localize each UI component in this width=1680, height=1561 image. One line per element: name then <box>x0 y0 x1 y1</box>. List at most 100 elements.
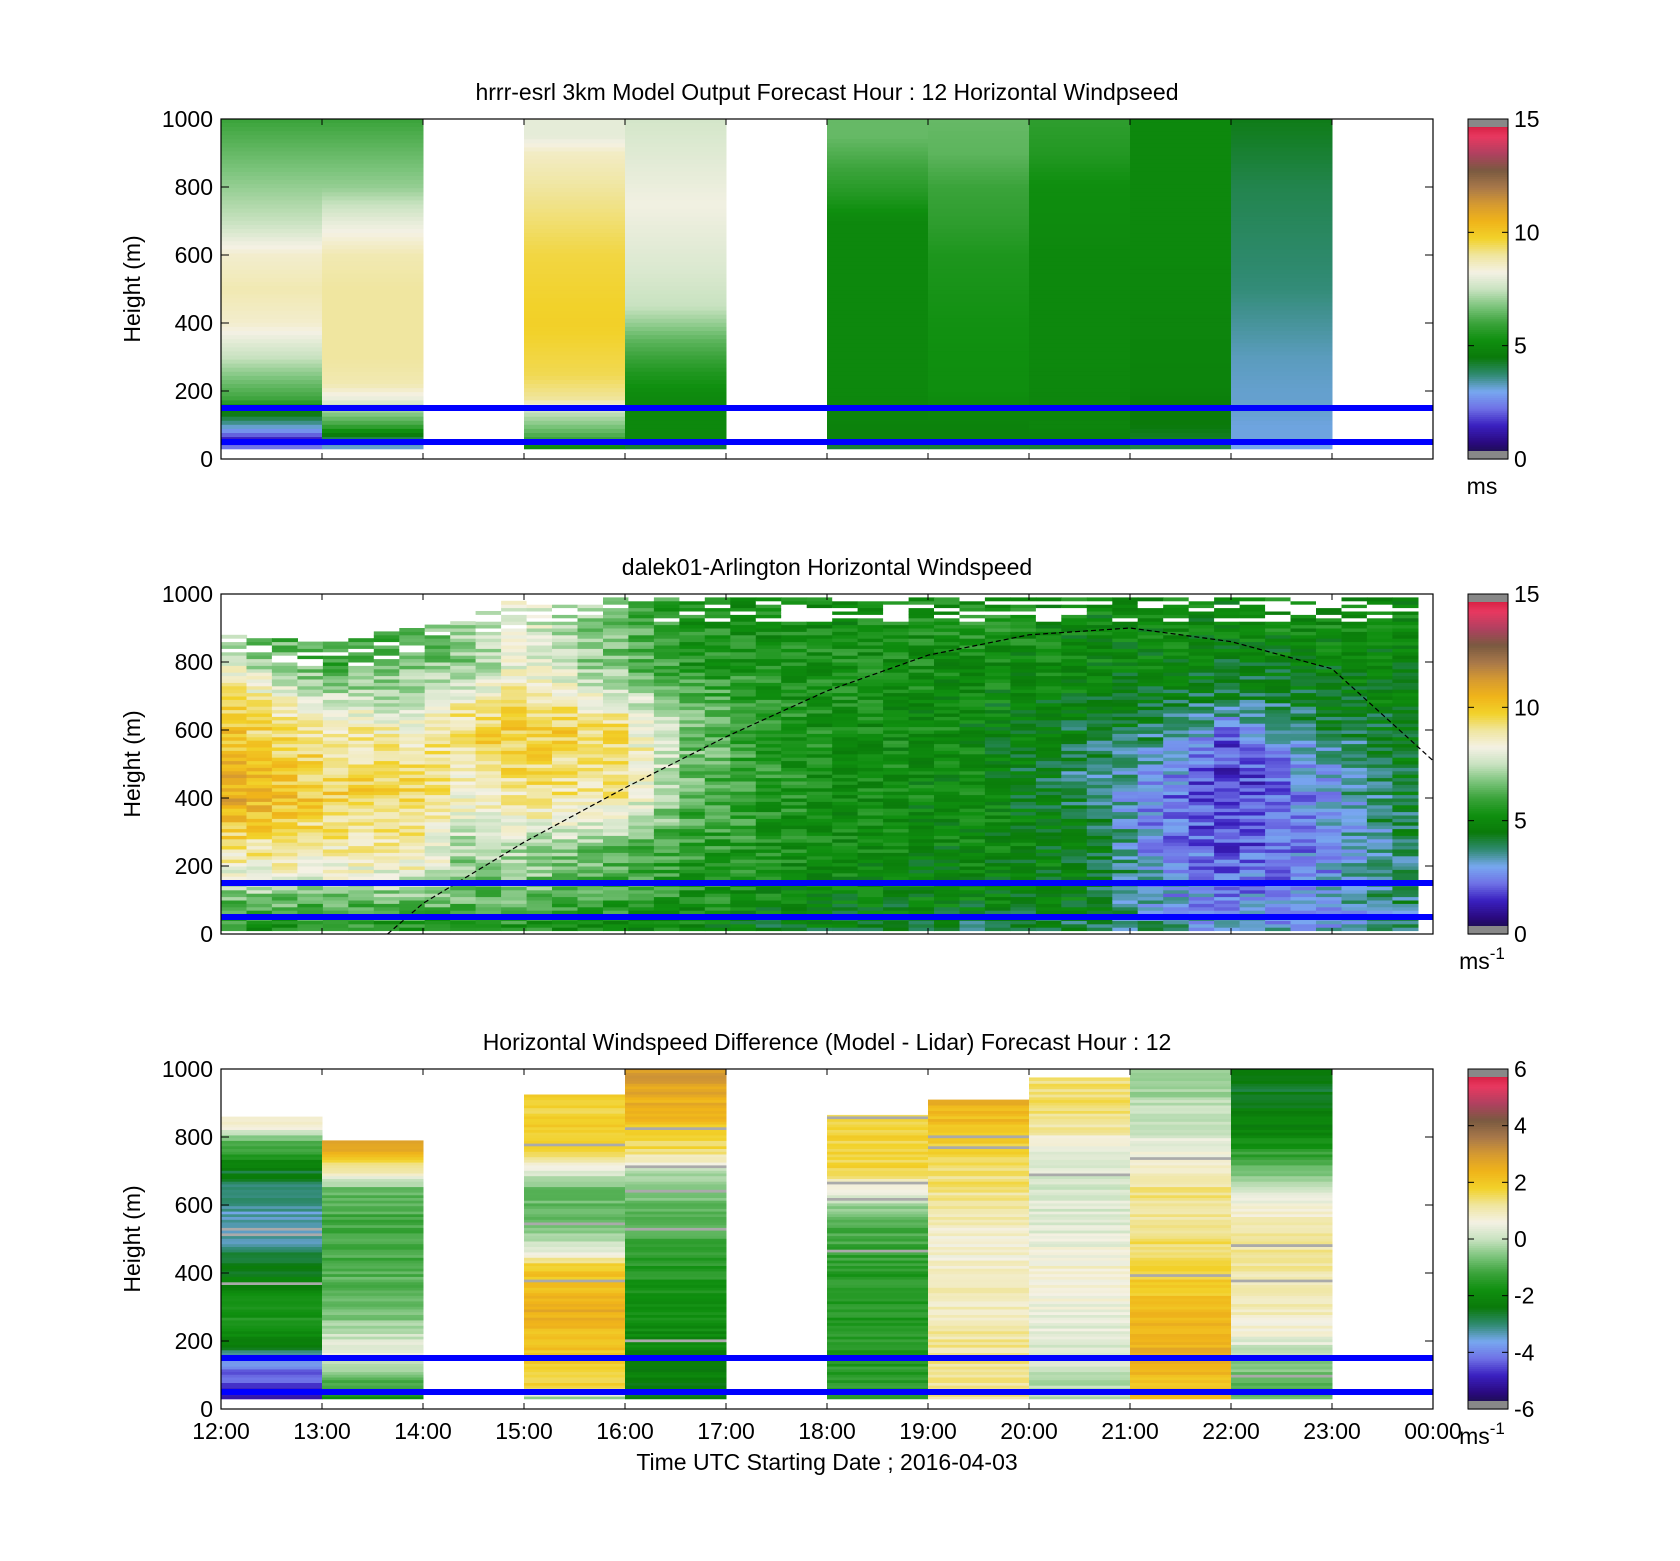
heatmap-cell <box>552 801 579 806</box>
heatmap-cell <box>934 910 961 915</box>
heatmap-cell <box>322 253 424 258</box>
heatmap-cell <box>424 706 451 711</box>
heatmap-cell <box>322 777 349 782</box>
heatmap-cell <box>625 195 727 201</box>
heatmap-cell <box>348 747 375 751</box>
heatmap-cell <box>704 641 731 646</box>
heatmap-cell <box>1029 350 1131 356</box>
heatmap-cell <box>1061 889 1088 894</box>
heatmap-cell <box>730 696 757 700</box>
heatmap-cell <box>908 685 935 690</box>
heatmap-cell <box>221 638 248 643</box>
heatmap-cell <box>450 662 477 666</box>
heatmap-cell <box>552 886 579 891</box>
heatmap-cell <box>908 726 935 731</box>
heatmap-cell <box>348 842 375 847</box>
heatmap-cell <box>1265 798 1292 802</box>
heatmap-cell <box>524 391 626 397</box>
heatmap-cell <box>526 699 553 704</box>
heatmap-cell <box>348 651 375 656</box>
heatmap-cell <box>1130 224 1232 229</box>
heatmap-cell <box>959 631 986 636</box>
heatmap-cell <box>1086 668 1113 673</box>
heatmap-cell <box>806 893 833 898</box>
heatmap-cell <box>221 424 323 429</box>
heatmap-cell <box>679 631 706 636</box>
heatmap-cell <box>450 767 477 772</box>
heatmap-cell <box>857 679 884 683</box>
heatmap-cell <box>1188 832 1215 836</box>
heatmap-cell <box>297 655 324 660</box>
heatmap-cell <box>928 330 1030 336</box>
heatmap-cell <box>399 702 426 707</box>
heatmap-cell <box>424 798 451 802</box>
heatmap-cell <box>1010 821 1037 826</box>
heatmap-cell <box>908 750 935 755</box>
heatmap-cell <box>908 794 935 799</box>
heatmap-cell <box>1163 706 1190 711</box>
heatmap-cell <box>704 665 731 670</box>
heatmap-cell <box>755 821 782 826</box>
heatmap-cell <box>806 743 833 748</box>
heatmap-cell <box>827 232 929 238</box>
heatmap-cell <box>1231 146 1333 152</box>
heatmap-cell <box>475 842 502 847</box>
heatmap-cell <box>934 757 961 762</box>
heatmap-cell <box>832 628 859 632</box>
heatmap-cell <box>271 730 298 734</box>
heatmap-cell <box>246 828 273 833</box>
heatmap-cell <box>552 641 579 646</box>
heatmap-cell <box>297 696 324 700</box>
heatmap-cell <box>1130 395 1232 401</box>
heatmap-cell <box>959 713 986 717</box>
heatmap-cell <box>625 412 727 417</box>
heatmap-cell <box>781 835 808 840</box>
heatmap-cell <box>755 845 782 850</box>
heatmap-cell <box>1239 832 1266 836</box>
heatmap-cell <box>730 859 757 864</box>
heatmap-cell <box>1010 617 1037 622</box>
heatmap-column <box>653 597 680 932</box>
heatmap-cell <box>1035 719 1062 724</box>
heatmap-cell <box>526 679 553 683</box>
heatmap-cell <box>984 855 1011 860</box>
heatmap-cell <box>450 920 477 925</box>
heatmap-cell <box>781 760 808 765</box>
heatmap-cell <box>577 645 604 649</box>
heatmap-cell <box>730 855 757 860</box>
heatmap-cell <box>704 628 731 632</box>
heatmap-cell <box>577 862 604 867</box>
heatmap-cell <box>1010 910 1037 915</box>
heatmap-cell <box>552 767 579 772</box>
heatmap-cell <box>221 685 248 690</box>
heatmap-cell <box>679 648 706 653</box>
heatmap-cell <box>959 764 986 768</box>
heatmap-cell <box>959 876 986 881</box>
heatmap-cell <box>524 444 626 450</box>
heatmap-cell <box>857 709 884 714</box>
heatmap-cell <box>781 747 808 751</box>
heatmap-cell <box>297 889 324 894</box>
heatmap-cell <box>1130 146 1232 152</box>
heatmap-cell <box>526 645 553 649</box>
heatmap-cell <box>552 716 579 721</box>
heatmap-cell <box>1010 634 1037 639</box>
heatmap-cell <box>399 832 426 836</box>
colorbar-segment <box>1468 412 1508 415</box>
colorbar-segment <box>1468 352 1508 356</box>
heatmap-cell <box>1029 391 1131 397</box>
heatmap-cell <box>625 208 727 213</box>
heatmap-cell <box>1188 862 1215 867</box>
heatmap-cell <box>450 886 477 891</box>
heatmap-cell <box>625 363 727 368</box>
heatmap-cell <box>552 753 579 758</box>
heatmap-cell <box>373 696 400 700</box>
heatmap-cell <box>628 872 655 877</box>
heatmap-cell <box>1265 743 1292 748</box>
heatmap-cell <box>1265 893 1292 898</box>
heatmap-cell <box>221 859 248 864</box>
heatmap-cell <box>603 835 630 840</box>
heatmap-cell <box>1086 808 1113 813</box>
heatmap-cell <box>348 764 375 768</box>
heatmap-cell <box>755 832 782 836</box>
